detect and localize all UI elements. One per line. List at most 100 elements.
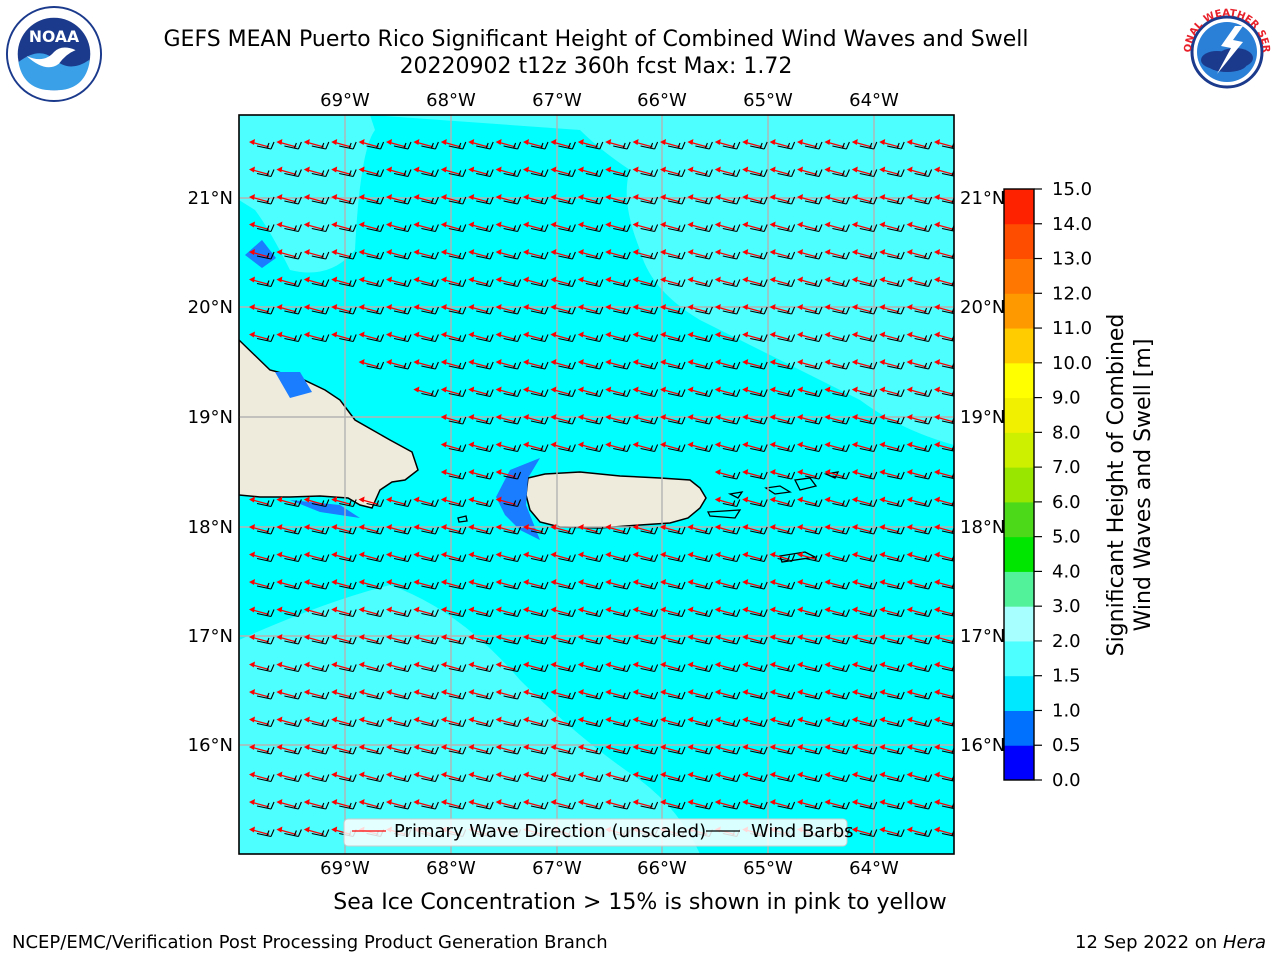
colorbar-segment xyxy=(1004,745,1034,781)
vector-pair xyxy=(687,194,713,205)
vector-pair xyxy=(440,661,467,673)
vector-pair xyxy=(824,139,850,150)
vector-pair xyxy=(331,716,357,728)
vector-pair xyxy=(605,716,631,728)
vector-pair xyxy=(797,441,823,453)
colorbar-tick-label: 11.0 xyxy=(1052,318,1092,339)
vector-pair xyxy=(440,469,467,480)
vector-pair xyxy=(797,524,823,535)
vector-pair xyxy=(797,771,823,783)
vector-pair xyxy=(577,249,604,260)
vector-pair xyxy=(303,771,330,783)
legend-wind-barbs-label: Wind Barbs xyxy=(751,821,854,842)
vector-pair xyxy=(632,414,659,425)
st-croix-island xyxy=(779,551,818,563)
vector-pair xyxy=(687,606,713,618)
vector-pair xyxy=(769,386,796,398)
lon-label-top: 65°W xyxy=(743,90,793,111)
vector-pair xyxy=(440,799,467,810)
vector-pair xyxy=(303,194,330,205)
vector-pair xyxy=(687,359,713,370)
vector-pair xyxy=(906,359,933,370)
map-legend: Primary Wave Direction (unscaled) Wind B… xyxy=(343,818,854,847)
vector-pair xyxy=(577,579,604,590)
vector-pair xyxy=(769,304,796,315)
vector-pair xyxy=(660,221,686,233)
vector-pair xyxy=(386,496,412,508)
vector-pair xyxy=(605,634,631,645)
footer-branch: NCEP/EMC/Verification Post Processing Pr… xyxy=(12,932,608,953)
vector-pair xyxy=(303,551,330,563)
vector-pair xyxy=(276,304,302,315)
vector-pair xyxy=(797,469,823,480)
vector-pair xyxy=(660,166,686,178)
vector-pair xyxy=(386,634,412,645)
latitude-labels-right: 21°N 20°N 19°N 18°N 17°N 16°N xyxy=(960,188,1005,756)
vector-pair xyxy=(303,524,330,535)
vector-pair xyxy=(660,716,686,728)
vector-pair xyxy=(714,221,741,233)
vector-pair xyxy=(440,551,467,563)
vector-pair xyxy=(797,689,823,700)
vector-pair xyxy=(523,386,549,398)
vector-pair xyxy=(605,799,631,810)
colorbar-tick-label: 0.5 xyxy=(1052,735,1081,756)
vector-pair xyxy=(550,359,576,370)
vector-pair xyxy=(468,606,494,618)
vector-pair xyxy=(577,166,604,178)
vector-pair xyxy=(303,331,330,343)
vector-pair xyxy=(797,166,823,178)
vector-pair xyxy=(906,826,933,838)
vector-pair xyxy=(851,441,878,453)
map-frame xyxy=(238,114,955,855)
vector-pair xyxy=(249,744,275,755)
colorbar-segment xyxy=(1004,189,1034,225)
vector-pair xyxy=(879,221,905,233)
colorbar-label-line1: Significant Height of Combined xyxy=(1104,314,1129,657)
vector-pair xyxy=(742,304,768,315)
colorbar-tick-label: 3.0 xyxy=(1052,596,1081,617)
vector-pair xyxy=(687,771,713,783)
vector-pair xyxy=(797,249,823,260)
vector-pair xyxy=(742,441,768,453)
vector-pair xyxy=(276,139,302,150)
vector-pair xyxy=(769,524,796,535)
vector-pair xyxy=(358,524,385,535)
colorbar-ticks: 0.0 0.5 1.0 1.5 2.0 3.0 4.0 5.0 6.0 7.0 8.0 9.0 10.0… xyxy=(1034,179,1092,791)
vector-pair xyxy=(879,771,905,783)
vector-pair xyxy=(824,496,850,508)
vector-pair xyxy=(303,799,330,810)
vector-pair xyxy=(906,606,933,618)
vector-pair xyxy=(440,524,467,535)
vector-pair xyxy=(660,551,686,563)
vector-pair xyxy=(632,716,659,728)
vector-pair xyxy=(769,221,796,233)
vector-pair xyxy=(523,634,549,645)
vector-pair xyxy=(550,194,576,205)
vector-pair xyxy=(714,606,741,618)
colorbar xyxy=(1004,189,1034,781)
vector-pair xyxy=(742,139,768,150)
vector-pair xyxy=(523,304,549,315)
vector-pair xyxy=(413,524,439,535)
vector-pair xyxy=(714,359,741,370)
vector-pair xyxy=(303,634,330,645)
vector-pair xyxy=(824,276,850,288)
vector-pair xyxy=(769,414,796,425)
vector-pair xyxy=(386,249,412,260)
chart-title-line1: GEFS MEAN Puerto Rico Significant Height… xyxy=(163,27,1029,52)
vector-pair xyxy=(742,194,768,205)
vector-pair xyxy=(851,771,878,783)
vector-pair xyxy=(687,551,713,563)
vector-pair xyxy=(495,441,522,453)
vector-pair xyxy=(906,689,933,700)
vector-pair xyxy=(249,496,275,508)
vector-pair xyxy=(687,276,713,288)
vector-pair xyxy=(660,771,686,783)
vector-pair xyxy=(879,139,905,150)
vector-pair xyxy=(331,166,357,178)
vector-pair xyxy=(879,689,905,700)
vector-pair xyxy=(440,331,467,343)
vector-pair xyxy=(824,579,850,590)
